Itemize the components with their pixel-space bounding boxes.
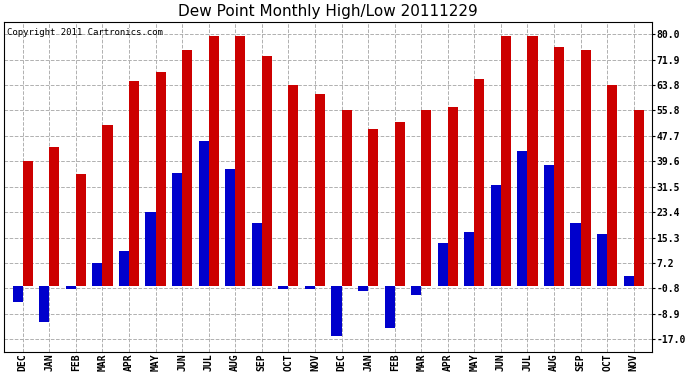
Bar	[597, 234, 607, 286]
Bar	[235, 36, 246, 286]
Bar	[225, 170, 235, 286]
Bar	[474, 79, 484, 286]
Bar	[208, 36, 219, 286]
Bar	[395, 122, 405, 286]
Bar	[580, 50, 591, 286]
Bar	[411, 286, 421, 295]
Bar	[252, 223, 262, 286]
Title: Dew Point Monthly High/Low 20111229: Dew Point Monthly High/Low 20111229	[178, 4, 478, 19]
Bar	[155, 72, 166, 286]
Bar	[571, 223, 580, 286]
Bar	[554, 47, 564, 286]
Bar	[129, 81, 139, 286]
Bar	[544, 165, 554, 286]
Bar	[12, 286, 23, 302]
Bar	[102, 126, 112, 286]
Text: Copyright 2011 Cartronics.com: Copyright 2011 Cartronics.com	[8, 28, 164, 38]
Bar	[315, 94, 325, 286]
Bar	[66, 286, 76, 289]
Bar	[607, 85, 618, 286]
Bar	[527, 36, 538, 286]
Bar	[23, 161, 33, 286]
Bar	[491, 185, 501, 286]
Bar	[437, 243, 448, 286]
Bar	[119, 251, 129, 286]
Bar	[262, 56, 272, 286]
Bar	[342, 110, 352, 286]
Bar	[172, 172, 182, 286]
Bar	[49, 147, 59, 286]
Bar	[288, 85, 299, 286]
Bar	[146, 212, 155, 286]
Bar	[331, 286, 342, 336]
Bar	[278, 286, 288, 289]
Bar	[39, 286, 49, 322]
Bar	[384, 286, 395, 328]
Bar	[421, 110, 431, 286]
Bar	[305, 286, 315, 289]
Bar	[501, 36, 511, 286]
Bar	[182, 50, 193, 286]
Bar	[76, 174, 86, 286]
Bar	[624, 276, 633, 286]
Bar	[358, 286, 368, 291]
Bar	[464, 232, 474, 286]
Bar	[448, 106, 458, 286]
Bar	[633, 110, 644, 286]
Bar	[368, 129, 378, 286]
Bar	[199, 141, 208, 286]
Bar	[92, 263, 102, 286]
Bar	[518, 151, 527, 286]
